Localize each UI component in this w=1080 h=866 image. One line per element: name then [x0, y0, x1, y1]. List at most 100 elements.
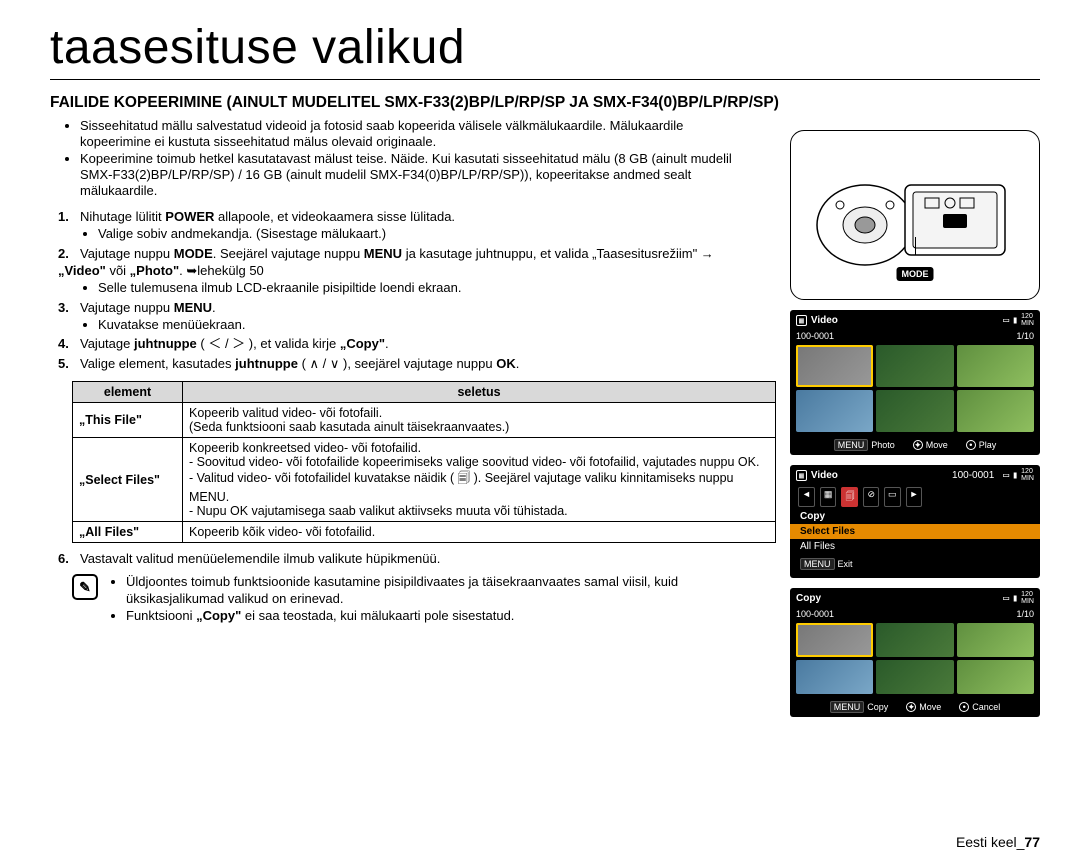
thumb	[876, 345, 953, 387]
step-bold: „Copy"	[340, 336, 385, 351]
cancel-icon: •	[959, 702, 969, 712]
battery-icon: ▮	[1012, 470, 1018, 481]
step-text: allapoole, et videokaamera sisse lülitad…	[214, 209, 455, 224]
step-text: ( ＜ / ＞ ), et valida kirje	[197, 336, 340, 351]
table-head-desc: seletus	[183, 382, 776, 403]
lcd-title: Copy	[796, 593, 821, 604]
thumb	[957, 660, 1034, 694]
step-text: .	[516, 356, 520, 371]
step-bold: MENU	[174, 300, 212, 315]
lcd-bot-label: Play	[979, 440, 997, 450]
camera-diagram: MODE	[790, 130, 1040, 300]
step-text: Vajutage nuppu	[80, 246, 174, 261]
menu-item: All Files	[790, 539, 1040, 554]
step-text: ( ∧ / ∨ ), seejärel vajutage nuppu	[298, 356, 496, 371]
menu-icon-row: ◄▦🗐⊘▭►	[790, 485, 1040, 509]
lcd-bot-label: Photo	[871, 440, 895, 450]
table-row: „Select Files" Kopeerib konkreetsed vide…	[73, 438, 776, 522]
menu-title: Copy	[790, 509, 1040, 524]
table-row: „All Files" Kopeerib kõik video- või fot…	[73, 522, 776, 543]
table-cell: Kopeerib kõik video- või fotofailid.	[183, 522, 776, 543]
step-text: Nihutage lülitit	[80, 209, 165, 224]
lcd-bot-label: Move	[926, 440, 948, 450]
menu-badge: MENU	[830, 701, 865, 713]
step-sub: Selle tulemusena ilmub LCD-ekraanile pis…	[98, 280, 754, 297]
play-icon: •	[966, 440, 976, 450]
page-title: taasesituse valikud	[50, 20, 1040, 80]
lcd-copy: Copy ▭▮120MIN 100-00011/10 MENUCopy ✦Mov…	[790, 588, 1040, 717]
step-bold: POWER	[165, 209, 214, 224]
steps-list: 1.Nihutage lülitit POWER allapoole, et v…	[58, 209, 754, 373]
move-icon: ✦	[906, 702, 916, 712]
move-icon: ✦	[913, 440, 923, 450]
thumb	[876, 660, 953, 694]
thumb	[957, 345, 1034, 387]
lcd-bot-label: Cancel	[972, 702, 1000, 712]
lcd-title: Video	[811, 470, 838, 481]
step-text: Vastavalt valitud menüüelemendile ilmub …	[80, 551, 440, 566]
mode-badge: MODE	[897, 267, 934, 281]
lcd-bot-label: Exit	[838, 559, 853, 569]
folder-label: 100-0001	[796, 609, 834, 619]
step-bold: MENU	[364, 246, 402, 261]
thumb	[796, 623, 873, 657]
camera-icon	[805, 150, 1025, 280]
step-text: .	[385, 336, 389, 351]
note: Funktsiooni „Copy" ei saa teostada, kui …	[126, 608, 754, 625]
thumb	[957, 623, 1034, 657]
step-text: ja kasutage juhtnuppu, et valida „Taases…	[402, 246, 714, 261]
battery-icon: ▮	[1012, 593, 1018, 604]
thumb	[876, 623, 953, 657]
counter-label: 1/10	[1016, 609, 1034, 619]
storage-icon: ▭	[1003, 593, 1009, 604]
table-cell: Kopeerib valitud video- või fotofaili. (…	[183, 403, 776, 438]
min-icon: 120MIN	[1021, 468, 1034, 482]
intro-bullets: Sisseehitatud mällu salvestatud videoid …	[80, 118, 754, 199]
step-text: või	[106, 263, 130, 278]
lcd-thumbnails: ▦ Video ▭▮120MIN 100-0001 1/10 MENUPhoto ✦…	[790, 310, 1040, 455]
step-bold: MODE	[174, 246, 213, 261]
min-icon: 120MIN	[1021, 313, 1034, 327]
folder-label: 100-0001	[796, 331, 834, 341]
lcd-bot-label: Move	[919, 702, 941, 712]
counter-label: 1/10	[1016, 331, 1034, 341]
step-sub: Kuvatakse menüüekraan.	[98, 317, 754, 334]
table-head-element: element	[73, 382, 183, 403]
note-icon: ✎	[72, 574, 98, 600]
min-icon: 120MIN	[1021, 591, 1034, 605]
video-icon: ▦	[796, 470, 807, 481]
menu-badge: MENU	[800, 558, 835, 570]
table-cell: „All Files"	[73, 522, 183, 543]
table-cell: Kopeerib konkreetsed video- või fotofail…	[183, 438, 776, 522]
page-footer: Eesti keel_77	[956, 834, 1040, 850]
lcd-bot-label: Copy	[867, 702, 888, 712]
step-bold: OK	[496, 356, 516, 371]
step-bold: „Photo"	[130, 263, 180, 278]
steps-list-cont: 6.Vastavalt valitud menüüelemendile ilmu…	[58, 551, 754, 568]
bullet: Kopeerimine toimub hetkel kasutatavast m…	[80, 151, 754, 200]
battery-icon: ▮	[1012, 315, 1018, 326]
table-cell: „This File"	[73, 403, 183, 438]
note-box: ✎ Üldjoontes toimub funktsioonide kasuta…	[72, 574, 754, 625]
step-text: Valige element, kasutades	[80, 356, 235, 371]
step-bold: „Video"	[58, 263, 106, 278]
lcd-title: Video	[811, 315, 838, 326]
step-sub: Valige sobiv andmekandja. (Sisestage mäl…	[98, 226, 754, 243]
options-table: element seletus „This File" Kopeerib val…	[72, 381, 776, 543]
storage-icon: ▭	[1003, 315, 1009, 326]
step-text: . ➥lehekülg 50	[179, 263, 264, 278]
step-bold: juhtnuppe	[235, 356, 298, 371]
folder-label: 100-0001	[952, 470, 994, 481]
thumb	[796, 660, 873, 694]
thumb	[957, 390, 1034, 432]
menu-badge: MENU	[834, 439, 869, 451]
step-bold: juhtnuppe	[134, 336, 197, 351]
bullet: Sisseehitatud mällu salvestatud videoid …	[80, 118, 754, 151]
video-icon: ▦	[796, 315, 807, 326]
thumb	[876, 390, 953, 432]
table-cell: „Select Files"	[73, 438, 183, 522]
section-heading: FAILIDE KOPEERIMINE (AINULT MUDELITEL SM…	[50, 94, 1040, 112]
lcd-menu: ▦Video 100-0001 ▭▮120MIN ◄▦🗐⊘▭► Copy Sel…	[790, 465, 1040, 578]
step-text: Vajutage	[80, 336, 134, 351]
table-row: „This File" Kopeerib valitud video- või …	[73, 403, 776, 438]
